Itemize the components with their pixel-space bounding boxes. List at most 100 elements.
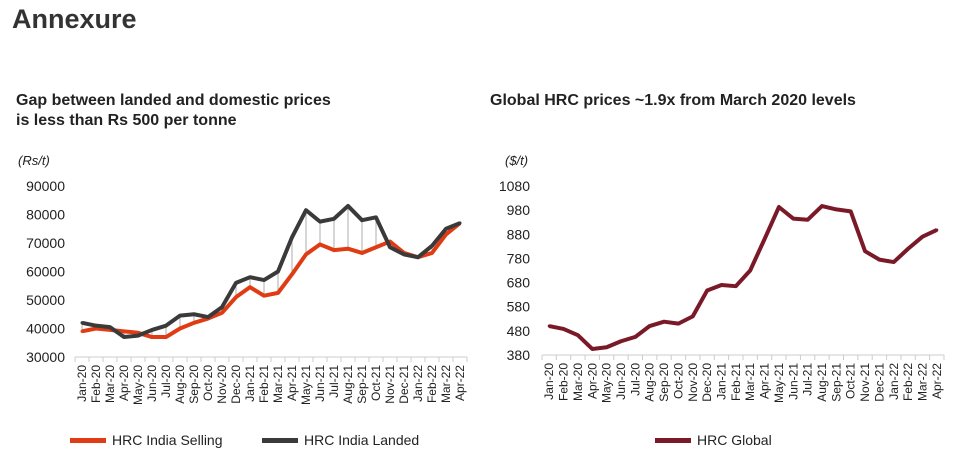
chart-2-unit: ($/t) — [505, 153, 529, 168]
data-point — [178, 327, 182, 330]
legend-selling: HRC India Selling — [70, 432, 223, 448]
x-tick-label: Sep-21 — [829, 363, 843, 402]
data-point — [834, 207, 838, 211]
y-tick-label: 580 — [507, 299, 531, 315]
x-tick-label: Dec-20 — [229, 365, 243, 404]
x-tick-label: Jun-21 — [313, 365, 327, 402]
x-tick-label: Apr-22 — [930, 363, 944, 399]
x-tick-label: Jun-20 — [614, 363, 628, 400]
x-tick-label: Sep-20 — [187, 365, 201, 404]
x-tick-label: Sep-21 — [355, 365, 369, 404]
data-point — [248, 285, 252, 289]
x-tick-label: Nov-20 — [215, 365, 229, 404]
x-tick-label: Mar-21 — [271, 365, 285, 403]
x-tick-label: Feb-22 — [901, 363, 915, 401]
data-point — [402, 252, 406, 256]
data-point — [290, 272, 294, 276]
x-tick-label: May-20 — [131, 365, 145, 405]
x-tick-label: Nov-20 — [686, 363, 700, 402]
data-point — [374, 215, 378, 219]
x-tick-label: Aug-21 — [815, 363, 829, 402]
legend-landed: HRC India Landed — [262, 432, 419, 448]
y-tick-label: 40000 — [26, 321, 65, 337]
data-point — [192, 321, 196, 325]
x-tick-label: Mar-20 — [103, 365, 117, 403]
x-tick-label: Aug-20 — [173, 365, 187, 404]
x-tick-label: Jan-22 — [887, 363, 901, 400]
x-tick-label: Jul-21 — [801, 363, 815, 396]
legend-swatch — [262, 437, 298, 443]
x-tick-label: Apr-21 — [758, 363, 772, 399]
x-tick-label: Jul-20 — [159, 365, 173, 398]
data-point — [748, 269, 752, 272]
x-tick-label: Jan-20 — [75, 365, 89, 402]
y-tick-label: 90000 — [26, 178, 65, 194]
data-point — [276, 270, 280, 273]
x-tick-label: Aug-20 — [643, 363, 657, 402]
legend-label: HRC Global — [697, 432, 772, 448]
data-point — [80, 321, 84, 325]
x-tick-label: Dec-20 — [700, 363, 714, 402]
page-heading: Annexure — [12, 4, 137, 34]
data-point — [719, 283, 723, 287]
y-tick-label: 480 — [507, 323, 531, 339]
data-point — [763, 237, 767, 241]
x-tick-label: May-21 — [772, 363, 786, 403]
data-point — [332, 248, 336, 252]
data-point — [430, 244, 434, 248]
data-point — [346, 247, 350, 251]
data-point — [430, 251, 434, 255]
data-point — [935, 228, 939, 232]
data-point — [444, 227, 448, 231]
data-point — [562, 327, 566, 331]
x-tick-label: Jun-21 — [786, 363, 800, 400]
x-tick-label: Jan-20 — [542, 363, 556, 400]
x-tick-label: Jan-21 — [714, 363, 728, 400]
data-point — [662, 320, 666, 324]
data-point — [150, 335, 154, 339]
data-point — [705, 289, 709, 293]
y-tick-label: 980 — [507, 202, 531, 218]
data-point — [388, 245, 392, 249]
data-point — [164, 324, 168, 328]
data-point — [360, 218, 364, 222]
data-point — [136, 334, 140, 338]
y-tick-label: 780 — [507, 250, 531, 266]
legend-swatch — [655, 437, 691, 443]
data-point — [276, 291, 280, 295]
x-tick-label: Dec-21 — [397, 365, 411, 404]
x-tick-label: Mar-22 — [915, 363, 929, 401]
data-point — [164, 335, 168, 339]
x-tick-label: Oct-21 — [844, 363, 858, 399]
data-point — [262, 278, 266, 282]
title-line: is less than Rs 500 per tonne — [16, 112, 237, 129]
data-point — [877, 258, 881, 262]
data-point — [206, 315, 210, 319]
data-point — [304, 252, 308, 256]
x-tick-label: Mar-20 — [571, 363, 585, 401]
data-point — [576, 333, 580, 337]
x-tick-label: Feb-20 — [557, 363, 571, 401]
series-line — [81, 203, 461, 340]
data-point — [94, 327, 98, 330]
x-tick-label: Oct-20 — [201, 365, 215, 401]
x-tick-label: Sep-20 — [657, 363, 671, 402]
data-point — [806, 218, 810, 222]
y-tick-label: 50000 — [26, 292, 65, 308]
x-tick-label: Feb-21 — [729, 363, 743, 401]
data-point — [892, 260, 896, 264]
y-tick-label: 1080 — [499, 178, 530, 194]
data-point — [416, 255, 420, 259]
x-tick-label: May-20 — [600, 363, 614, 403]
data-point — [220, 305, 224, 309]
y-tick-label: 380 — [507, 347, 531, 363]
y-tick-label: 30000 — [26, 349, 65, 365]
y-tick-label: 80000 — [26, 207, 65, 223]
data-point — [605, 345, 609, 349]
data-point — [234, 281, 238, 285]
data-point — [360, 251, 364, 255]
chart-2-title: Global HRC prices ~1.9x from March 2020 … — [490, 92, 856, 109]
chart-1-title: Gap between landed and domestic prices is… — [16, 91, 331, 131]
data-point — [178, 314, 182, 318]
